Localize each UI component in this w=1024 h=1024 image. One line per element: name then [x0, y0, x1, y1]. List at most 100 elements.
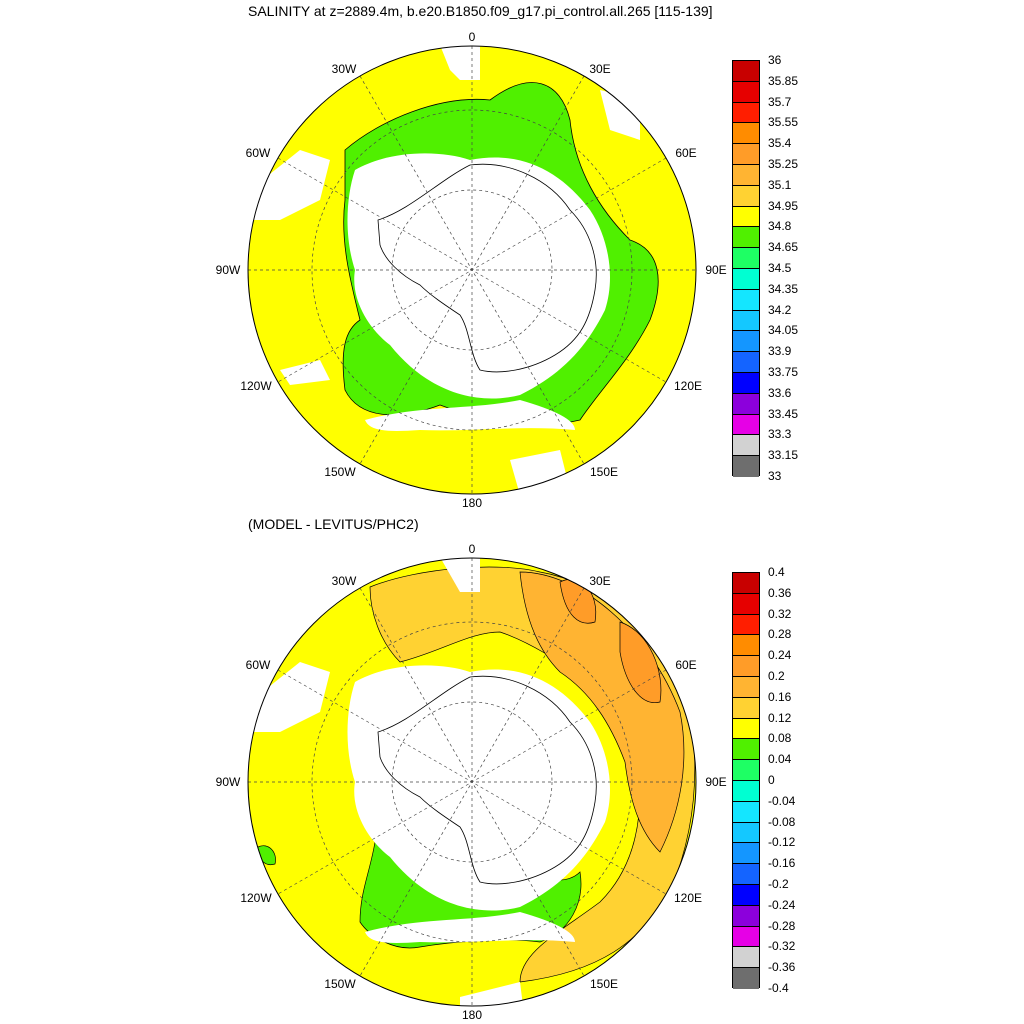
- colorbar-label: 0.08: [768, 731, 792, 746]
- lon-label: 90W: [216, 775, 241, 789]
- colorbar-swatch: [733, 310, 759, 332]
- colorbar-swatch: [733, 697, 759, 719]
- colorbar-swatch: [733, 164, 759, 186]
- lon-label: 180: [462, 496, 482, 510]
- colorbar-label: -0.28: [768, 918, 796, 933]
- colorbar-label: 0.24: [768, 648, 792, 663]
- lon-label: 30W: [332, 62, 357, 76]
- colorbar-swatch: [733, 102, 759, 124]
- ice-shelf-mask: [365, 912, 575, 943]
- salinity-polar-map: 0 30E 60E 90E 120E 150E 180 150W 120W 90…: [216, 30, 727, 510]
- lon-label: 120W: [240, 379, 272, 393]
- missing-data-patch: [280, 360, 330, 385]
- colorbar-label: 35.1: [768, 177, 792, 192]
- missing-data-patch: [440, 558, 480, 592]
- map-border: [247, 557, 697, 1007]
- difference-colorbar: [732, 572, 760, 989]
- colorbar-label: 34.5: [768, 261, 792, 275]
- lon-label: 60E: [675, 146, 696, 160]
- colorbar-swatch: [733, 185, 759, 207]
- colorbar-swatch: [733, 144, 759, 165]
- difference-band-0.2-0.24: [619, 621, 662, 703]
- colorbar-label: 33.6: [768, 385, 792, 400]
- colorbar-swatch: [733, 780, 759, 802]
- missing-data-patch: [250, 150, 330, 220]
- colorbar-swatch: [733, 123, 759, 145]
- colorbar-label: -0.2: [768, 877, 789, 891]
- colorbar-swatch: [733, 289, 759, 311]
- colorbar-swatch: [733, 331, 759, 353]
- colorbar-swatch: [733, 905, 759, 927]
- colorbar-swatch: [733, 864, 759, 885]
- lon-label: 90E: [705, 263, 726, 277]
- colorbar-label: 35.55: [768, 115, 799, 130]
- lon-label: 60E: [675, 658, 696, 672]
- difference-polar-map: 0 30E 60E 90E 120E 150E 180 150W 120W 90…: [216, 542, 727, 1022]
- colorbar-label: 0: [768, 773, 775, 787]
- colorbar-label: 0.16: [768, 689, 792, 704]
- lon-label: 120E: [674, 379, 702, 393]
- colorbar-swatch: [733, 268, 759, 290]
- colorbar-label: 33.75: [768, 365, 799, 379]
- colorbar-label: 34.2: [768, 302, 792, 317]
- lon-label: 90E: [705, 775, 726, 789]
- colorbar-label: 33.9: [768, 344, 792, 359]
- lon-label: 180: [462, 1008, 482, 1022]
- meridian-lines: [248, 558, 696, 1006]
- colorbar-swatch: [733, 968, 759, 989]
- lon-label: 0: [469, 30, 476, 44]
- colorbar-swatch: [733, 61, 759, 82]
- colorbar-swatch: [733, 843, 759, 865]
- colorbar-swatch: [733, 593, 759, 615]
- lon-label: 120E: [674, 891, 702, 905]
- colorbar-swatch: [733, 656, 759, 677]
- lon-label: 30E: [589, 62, 610, 76]
- colorbar-label: -0.32: [768, 939, 796, 954]
- ice-shelf-mask: [365, 400, 575, 431]
- map-title-salinity: SALINITY at z=2889.4m, b.e20.B1850.f09_g…: [248, 3, 713, 19]
- colorbar-swatch: [733, 947, 759, 969]
- colorbar-label: 34.8: [768, 219, 792, 234]
- colorbar-label: 0.28: [768, 627, 792, 642]
- colorbar-label: 0.32: [768, 606, 792, 621]
- colorbar-swatch: [733, 718, 759, 740]
- lon-label: 150W: [324, 465, 356, 479]
- colorbar-swatch: [733, 393, 759, 415]
- colorbar-label: 33.3: [768, 427, 792, 442]
- colorbar-label: 34.35: [768, 281, 799, 296]
- colorbar-swatch: [733, 884, 759, 906]
- colorbar-label: 33.15: [768, 448, 799, 463]
- map-border: [247, 45, 697, 495]
- lon-label: 150E: [590, 977, 618, 991]
- colorbar-swatch: [733, 739, 759, 761]
- colorbar-label: -0.36: [768, 960, 796, 975]
- lon-label: 30W: [332, 574, 357, 588]
- map-title-difference: (MODEL - LEVITUS/PHC2): [248, 516, 419, 532]
- colorbar-swatch: [733, 372, 759, 394]
- colorbar-label: 34.65: [768, 240, 799, 255]
- colorbar-swatch: [733, 456, 759, 477]
- colorbar-swatch: [733, 822, 759, 844]
- colorbar-label: 33.45: [768, 406, 799, 421]
- colorbar-label: 35.4: [768, 136, 792, 151]
- lon-label: 60W: [246, 658, 271, 672]
- colorbar-swatch: [733, 635, 759, 657]
- colorbar-label: -0.08: [768, 814, 796, 829]
- colorbar-swatch: [733, 352, 759, 373]
- colorbar-label: 0.04: [768, 752, 792, 767]
- missing-data-patch: [440, 46, 480, 80]
- antarctica-coastline: [377, 675, 597, 885]
- colorbar-swatch: [733, 248, 759, 269]
- antarctica-coastline: [377, 163, 597, 373]
- colorbar-swatch: [733, 435, 759, 457]
- colorbar-label: 36: [768, 53, 782, 67]
- colorbar-label: 0.2: [768, 669, 785, 683]
- colorbar-label: 0.4: [768, 565, 785, 579]
- colorbar-label: 0.36: [768, 585, 792, 600]
- colorbar-swatch: [733, 81, 759, 103]
- colorbar-label: -0.24: [768, 897, 796, 912]
- colorbar-label: 33: [768, 469, 782, 483]
- lon-label: 120W: [240, 891, 272, 905]
- colorbar-swatch: [733, 760, 759, 781]
- salinity-colorbar: [732, 60, 760, 477]
